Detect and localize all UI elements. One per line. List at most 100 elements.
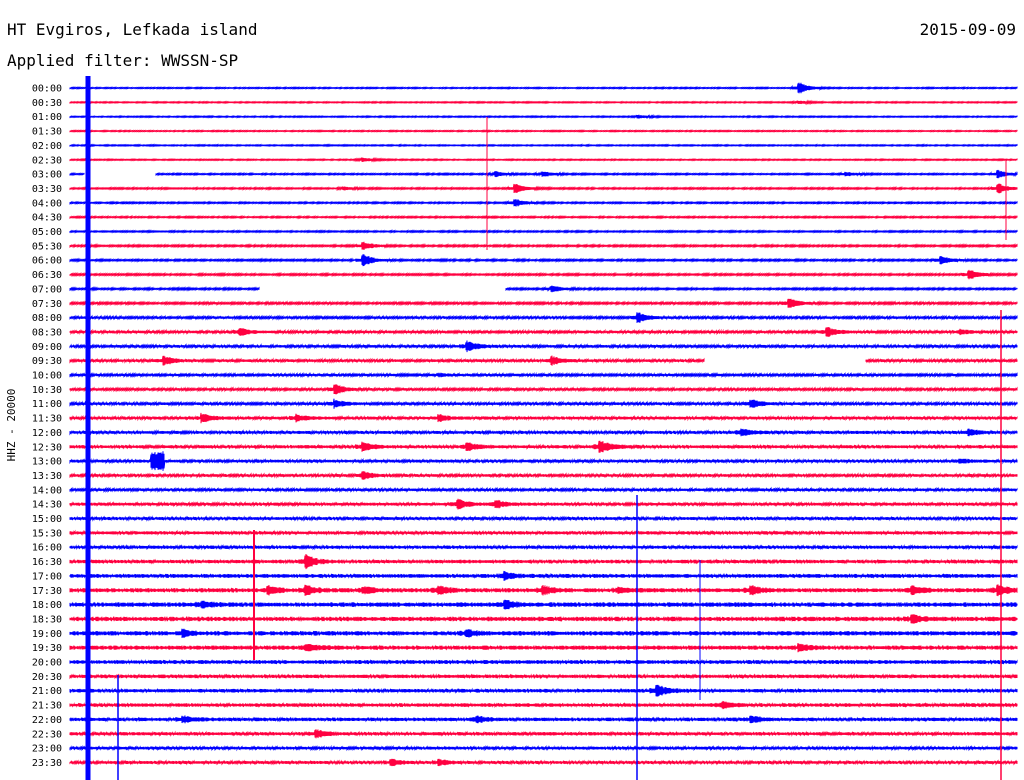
trace-line (69, 384, 1018, 395)
trace-line (69, 156, 1018, 163)
time-label: 16:30 (32, 557, 62, 568)
trace-line (69, 82, 1018, 94)
time-label: 16:00 (32, 543, 62, 554)
trace-line (69, 199, 1018, 207)
trace-line (69, 99, 1018, 106)
time-label: 15:30 (32, 528, 62, 539)
time-label: 20:00 (32, 658, 62, 669)
time-label: 04:30 (32, 213, 62, 224)
trace-line (69, 570, 1018, 581)
time-label: 07:30 (32, 299, 62, 310)
time-label: 00:30 (32, 98, 62, 109)
recording-date: 2015-09-09 (919, 20, 1016, 39)
trace-group (69, 82, 1018, 767)
trace-line (69, 658, 1018, 666)
time-label: 05:30 (32, 241, 62, 252)
trace-line (69, 744, 1018, 752)
trace-line (69, 340, 1018, 353)
trace-line (69, 471, 1018, 480)
time-label: 09:00 (32, 342, 62, 353)
time-label: 21:00 (32, 686, 62, 697)
trace-line (69, 241, 1018, 250)
trace-line (69, 515, 1018, 522)
time-label: 03:00 (32, 170, 62, 181)
time-label: 07:00 (32, 284, 62, 295)
trace-line (69, 486, 1018, 494)
time-label: 18:30 (32, 614, 62, 625)
trace-line (69, 398, 1018, 409)
time-label: 04:00 (32, 198, 62, 209)
trace-line (69, 113, 1018, 120)
time-label: 12:00 (32, 428, 62, 439)
trace-line (69, 440, 1018, 453)
time-label: 17:00 (32, 571, 62, 582)
spike-group (85, 76, 1007, 780)
time-label: 23:30 (32, 758, 62, 769)
trace-line (69, 700, 1018, 710)
trace-line (69, 412, 1018, 424)
trace-line (69, 758, 1018, 767)
time-label: 13:30 (32, 471, 62, 482)
time-label: 13:00 (32, 457, 62, 468)
time-label: 10:30 (32, 385, 62, 396)
station-title: HT Evgiros, Lefkada island (7, 20, 258, 39)
trace-line (69, 729, 1018, 739)
trace-line (69, 143, 1018, 148)
trace-line (69, 298, 1018, 308)
trace-line (69, 326, 1018, 337)
time-label: 03:30 (32, 184, 62, 195)
trace-line (69, 269, 1018, 280)
time-label: 02:30 (32, 155, 62, 166)
time-label: 06:00 (32, 256, 62, 267)
time-label: 05:00 (32, 227, 62, 238)
trace-line (69, 498, 1018, 510)
trace-line (69, 451, 1018, 471)
filter-label: Applied filter: WWSSN-SP (7, 51, 239, 70)
trace-line (69, 355, 1018, 366)
trace-line (69, 428, 1018, 437)
trace-line (69, 628, 1018, 638)
trace-line (69, 169, 1018, 179)
channel-label: HHZ - 20000 (5, 389, 18, 462)
trace-line (69, 599, 1018, 610)
time-label: 00:00 (32, 84, 62, 95)
time-label: 01:00 (32, 112, 62, 123)
trace-line (69, 183, 1018, 194)
trace-line (69, 584, 1018, 597)
time-label: 11:00 (32, 399, 62, 410)
time-label: 20:30 (32, 672, 62, 683)
time-label: 06:30 (32, 270, 62, 281)
trace-line (69, 312, 1018, 323)
time-label: 08:00 (32, 313, 62, 324)
time-label: 01:30 (32, 127, 62, 138)
trace-line (69, 715, 1018, 724)
time-label-group: 00:00 00:30 01:00 01:30 02:00 02:30 03:00 03:30… (32, 84, 62, 769)
trace-line (69, 229, 1018, 234)
time-label: 17:30 (32, 586, 62, 597)
trace-line (69, 544, 1018, 551)
trace-line (69, 129, 1018, 133)
time-label: 14:00 (32, 485, 62, 496)
time-label: 12:30 (32, 442, 62, 453)
trace-line (69, 214, 1018, 220)
time-label: 19:30 (32, 643, 62, 654)
trace-line (69, 529, 1018, 537)
trace-line (69, 254, 1018, 267)
trace-line (69, 553, 1018, 570)
trace-line (69, 673, 1018, 680)
time-label: 23:00 (32, 744, 62, 755)
time-label: 22:30 (32, 729, 62, 740)
trace-line (69, 684, 1018, 697)
time-label: 10:00 (32, 371, 62, 382)
trace-line (69, 371, 1018, 379)
trace-line (69, 614, 1018, 624)
time-label: 11:30 (32, 414, 62, 425)
time-label: 14:30 (32, 500, 62, 511)
time-label: 09:30 (32, 356, 62, 367)
time-label: 19:00 (32, 629, 62, 640)
time-label: 08:30 (32, 327, 62, 338)
time-label: 02:00 (32, 141, 62, 152)
time-label: 15:00 (32, 514, 62, 525)
time-label: 18:00 (32, 600, 62, 611)
